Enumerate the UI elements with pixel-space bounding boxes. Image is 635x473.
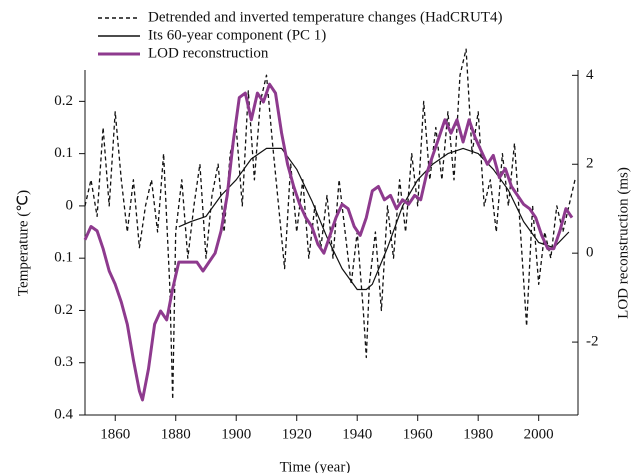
y-tick-label: 0.1 [54, 250, 73, 266]
y-tick-label: 0 [66, 197, 74, 213]
x-tick-label: 1880 [161, 426, 191, 442]
y2-axis-label: LOD reconstruction (ms) [615, 167, 631, 319]
y2-tick-label: -2 [586, 334, 599, 350]
y-tick-label: 0.2 [54, 93, 73, 109]
y2-tick-label: 2 [586, 156, 594, 172]
x-tick-label: 1960 [403, 426, 433, 442]
y2-tick-label: 0 [586, 245, 594, 261]
x-tick-label: 2000 [524, 426, 554, 442]
x-tick-label: 1940 [342, 426, 372, 442]
y-tick-label: 0.2 [54, 302, 73, 318]
legend-label: LOD reconstruction [148, 45, 269, 61]
legend-label: Detrended and inverted temperature chang… [148, 9, 502, 25]
x-tick-label: 1920 [282, 426, 312, 442]
legend-label: Its 60-year component (PC 1) [148, 27, 326, 43]
x-axis-label: Time (year) [280, 459, 351, 473]
x-tick-label: 1860 [100, 426, 130, 442]
y2-tick-label: 4 [586, 67, 594, 83]
y-tick-label: 0.4 [54, 406, 73, 422]
series-line [84, 48, 576, 400]
y-tick-label: 0.1 [54, 145, 73, 161]
y-tick-label: 0.3 [54, 354, 73, 370]
y-axis-label: Temperature (℃) [15, 190, 31, 296]
series-line [83, 82, 574, 402]
series-line [178, 147, 570, 291]
x-tick-label: 1980 [463, 426, 493, 442]
x-tick-label: 1900 [221, 426, 251, 442]
